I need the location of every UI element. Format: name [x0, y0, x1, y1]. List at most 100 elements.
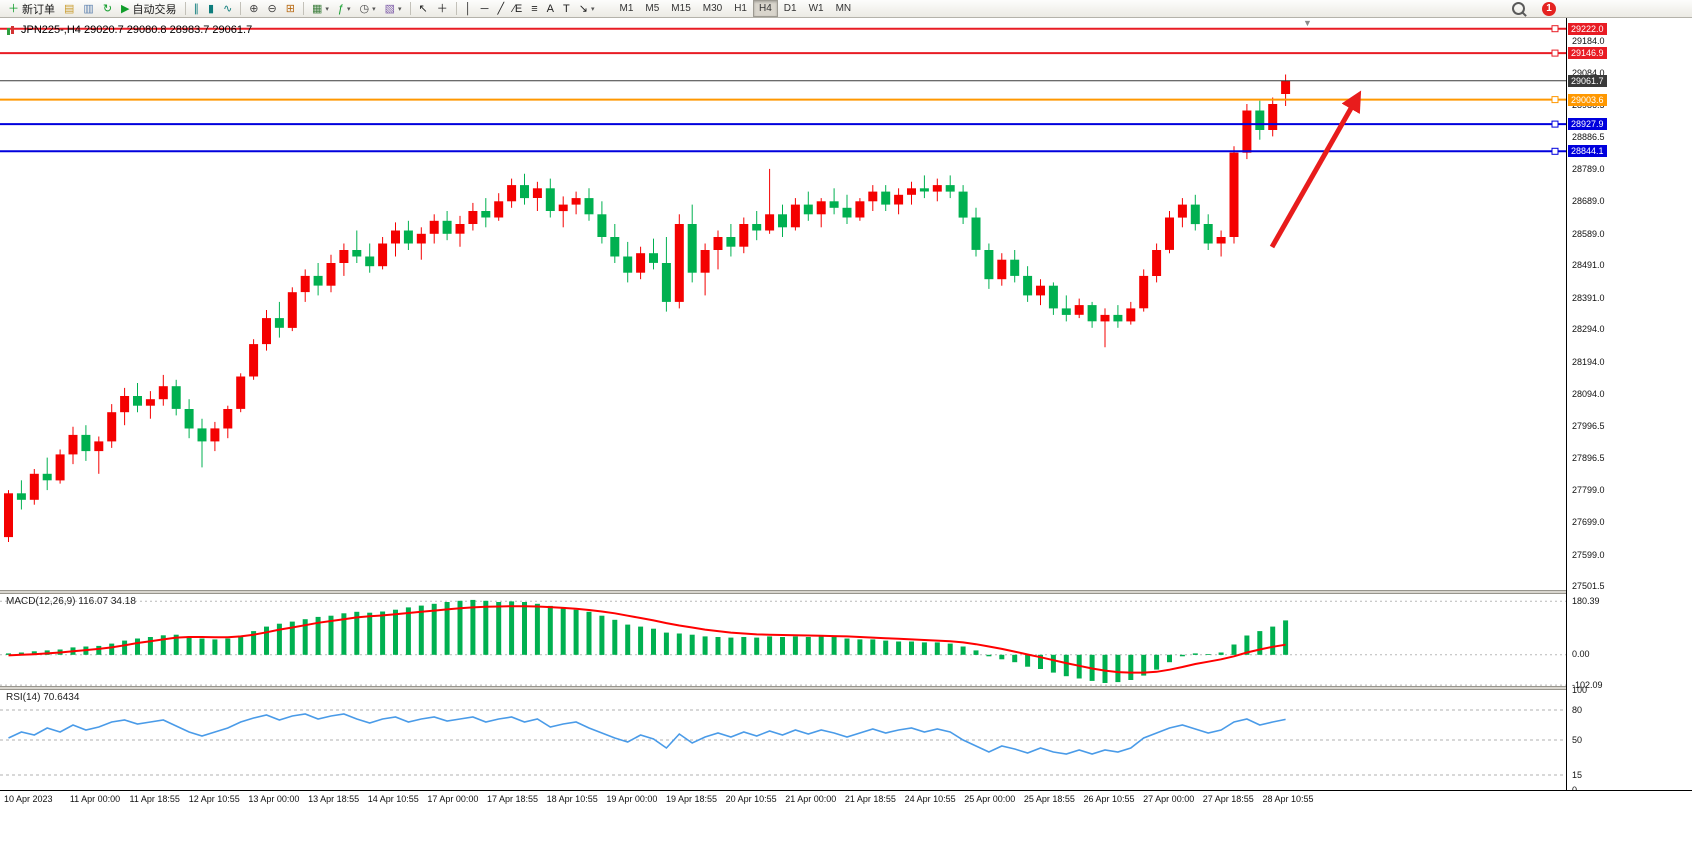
- cursor-button[interactable]: ↖: [415, 1, 432, 17]
- text-icon: A: [546, 2, 555, 15]
- price-tick-label: 28094.0: [1572, 389, 1605, 400]
- chevron-down-icon: ▾: [590, 5, 595, 13]
- rsi-tick-label: 50: [1572, 734, 1583, 745]
- price-tick-label: 28689.0: [1572, 196, 1605, 207]
- new-order-button[interactable]: ＋新订单: [4, 1, 59, 17]
- new-order-icon: ＋: [8, 2, 19, 15]
- price-tick-label: 28194.0: [1572, 356, 1605, 367]
- time-tick-label: 19 Apr 00:00: [606, 794, 658, 804]
- time-tick-label: 13 Apr 00:00: [248, 794, 300, 804]
- price-tick-label: 28491.0: [1572, 260, 1605, 271]
- bar-chart-mode-button[interactable]: ∥: [190, 1, 204, 17]
- new-chart-button[interactable]: ▦ ▾: [308, 1, 333, 17]
- time-tick-label: 17 Apr 00:00: [427, 794, 479, 804]
- notification-badge[interactable]: 1: [1542, 1, 1556, 16]
- price-tick-label: 28886.5: [1572, 132, 1605, 143]
- time-tick-label: 26 Apr 10:55: [1083, 794, 1135, 804]
- zoom-out-button[interactable]: ⊖: [264, 1, 281, 17]
- text-label-button[interactable]: T: [559, 1, 574, 17]
- price-axis[interactable]: 29184.029084.028986.528886.528789.028689…: [1566, 18, 1692, 795]
- trendline-icon: ╱: [497, 2, 505, 15]
- bar-chart-mode-icon: ∥: [193, 2, 200, 15]
- zoom-in-icon: ⊕: [249, 2, 259, 15]
- toolbar-separator: [240, 2, 242, 15]
- horizontal-line-button[interactable]: ─: [477, 1, 493, 17]
- chevron-down-icon: ▾: [398, 5, 402, 13]
- vertical-line-button[interactable]: │: [461, 1, 476, 17]
- arrows-icon: ↘: [578, 2, 588, 15]
- timeframe-m30[interactable]: M30: [702, 3, 723, 14]
- zoom-out-icon: ⊖: [267, 2, 277, 15]
- print-icon: ▥: [83, 2, 94, 15]
- timeframe-m15[interactable]: M15: [671, 3, 691, 14]
- timeframe-d1[interactable]: D1: [783, 3, 797, 14]
- timeframe-h4[interactable]: H4: [753, 0, 778, 17]
- pivot-line-price-label: 29003.6: [1568, 93, 1607, 106]
- time-tick-label: 24 Apr 10:55: [904, 794, 956, 804]
- toolbar-separator: [184, 2, 186, 15]
- templates-button[interactable]: ▧ ▾: [381, 1, 406, 17]
- new-order-label: 新订单: [22, 3, 55, 16]
- timeframe-h1[interactable]: H1: [734, 3, 747, 14]
- support-line-1-price-label: 28927.9: [1568, 118, 1607, 131]
- time-axis[interactable]: 10 Apr 2023 11 Apr 00:00 11 Apr 18:55 12 Ap…: [0, 790, 1692, 809]
- refresh-button[interactable]: ↻: [99, 1, 116, 17]
- zoom-in-button[interactable]: ⊕: [245, 1, 262, 17]
- time-tick-label: 27 Apr 00:00: [1143, 794, 1195, 804]
- timeframe-m1[interactable]: M1: [619, 3, 634, 14]
- price-tick-label: 27896.5: [1572, 453, 1605, 464]
- fibonacci-button[interactable]: ≡: [527, 1, 541, 17]
- candlestick-chart[interactable]: [0, 18, 1566, 590]
- chart-title-text: JPN225-,H4 29020.7 29080.8 28983.7 29061…: [21, 24, 253, 36]
- panel-splitter[interactable]: [0, 590, 1692, 594]
- macd-chart: [0, 599, 1566, 686]
- search-icon[interactable]: [1512, 2, 1525, 15]
- time-tick-label: 11 Apr 00:00: [69, 794, 121, 804]
- rsi-tick-label: 15: [1572, 769, 1583, 780]
- tile-windows-button[interactable]: ⊞: [282, 1, 299, 17]
- macd-panel[interactable]: MACD(12,26,9) 116.07 34.18: [0, 594, 1566, 686]
- auto-trading-label: 自动交易: [132, 3, 177, 16]
- timeframe-m5[interactable]: M5: [645, 3, 660, 14]
- text-button[interactable]: A: [543, 1, 558, 17]
- chart-shift-marker-icon[interactable]: ▼: [1303, 18, 1312, 28]
- candlestick-mode-button[interactable]: ▮: [204, 1, 218, 17]
- rsi-tick-label: 0: [1572, 785, 1577, 796]
- line-chart-mode-button[interactable]: ∿: [219, 1, 236, 17]
- timeframe-w1[interactable]: W1: [808, 3, 824, 14]
- timeframe-mn[interactable]: MN: [835, 3, 852, 14]
- time-tick-label: 27 Apr 18:55: [1202, 794, 1254, 804]
- time-tick-label: 19 Apr 18:55: [665, 794, 718, 804]
- rsi-panel[interactable]: RSI(14) 70.6434: [0, 690, 1566, 790]
- panel-splitter[interactable]: [0, 686, 1692, 690]
- time-tick-label: 12 Apr 10:55: [188, 794, 240, 804]
- resistance-line-1-price-label: 29222.0: [1568, 22, 1607, 35]
- chart-area[interactable]: JPN225-,H4 29020.7 29080.8 28983.7 29061…: [0, 18, 1566, 590]
- time-tick-label: 11 Apr 18:55: [129, 794, 180, 804]
- macd-tick-label: 180.39: [1572, 595, 1600, 606]
- fibonacci-icon: ≡: [531, 2, 538, 15]
- crosshair-icon: ＋: [436, 2, 448, 15]
- rsi-chart: [0, 709, 1566, 776]
- crosshair-button[interactable]: ＋: [433, 1, 452, 17]
- print-button[interactable]: ▥: [79, 1, 97, 17]
- price-tick-label: 28789.0: [1572, 163, 1605, 174]
- price-tick-label: 28589.0: [1572, 228, 1605, 239]
- timeframe-toolbar: M1 M5 M15 M30 H1 H4 D1 W1 MN: [613, 0, 857, 17]
- macd-label: MACD(12,26,9) 116.07 34.18: [6, 596, 136, 607]
- vertical-line-icon: │: [464, 2, 472, 15]
- toolbar-separator: [302, 2, 304, 15]
- current-price-label: 29061.7: [1568, 74, 1607, 87]
- chart-profiles-button[interactable]: ▤: [60, 1, 78, 17]
- indicators-button[interactable]: ƒ ▾: [334, 1, 355, 17]
- periods-button[interactable]: ◷ ▾: [356, 1, 380, 17]
- arrows-button[interactable]: ↘ ▾: [575, 1, 599, 17]
- trendline-button[interactable]: ╱: [493, 1, 508, 17]
- equidistant-channel-button[interactable]: ∕E: [509, 1, 526, 17]
- rsi-label: RSI(14) 70.6434: [6, 692, 80, 703]
- rsi-tick-label: 100: [1572, 684, 1588, 695]
- macd-tick-label: 0.00: [1572, 649, 1590, 660]
- time-tick-label: 18 Apr 10:55: [546, 794, 598, 804]
- price-tick-label: 27799.0: [1572, 484, 1605, 495]
- auto-trading-button[interactable]: ▶ 自动交易: [117, 1, 180, 17]
